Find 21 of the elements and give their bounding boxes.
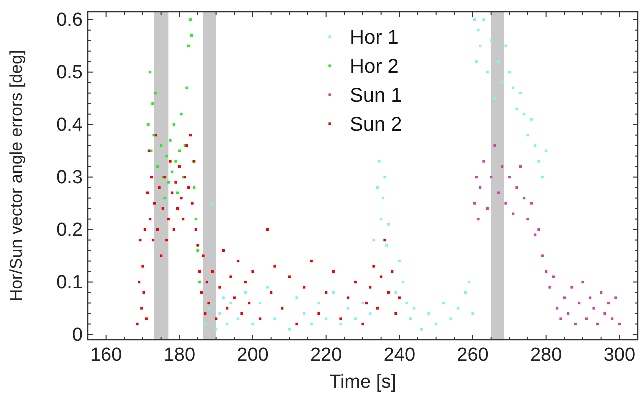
x-tick-label: 300	[604, 345, 636, 366]
y-tick-label: 0.5	[56, 62, 83, 84]
legend-label: Sun 2	[350, 114, 402, 136]
y-tick-label: 0.3	[56, 167, 83, 188]
y-tick-label: 0.6	[56, 10, 83, 31]
x-tick-label: 180	[164, 345, 196, 366]
legend-label: Hor 1	[350, 27, 399, 49]
y-tick-label: 0.4	[56, 114, 84, 136]
x-tick-label: 220	[310, 345, 342, 366]
y-tick-label: 0.2	[56, 220, 83, 241]
x-tick-label: 160	[90, 345, 122, 366]
y-axis-title: Hor/Sun vector angle errors [deg]	[7, 50, 26, 302]
x-tick-label: 240	[384, 345, 416, 366]
y-tick-label: 0	[72, 324, 83, 346]
x-tick-label: 200	[237, 345, 269, 366]
x-axis-title: Time [s]	[330, 372, 396, 393]
legend-label: Hor 2	[350, 56, 399, 78]
y-tick-label: 0.1	[56, 272, 83, 294]
legend-label: Sun 1	[350, 85, 402, 107]
x-tick-label: 260	[457, 345, 489, 366]
x-tick-label: 280	[530, 345, 562, 366]
